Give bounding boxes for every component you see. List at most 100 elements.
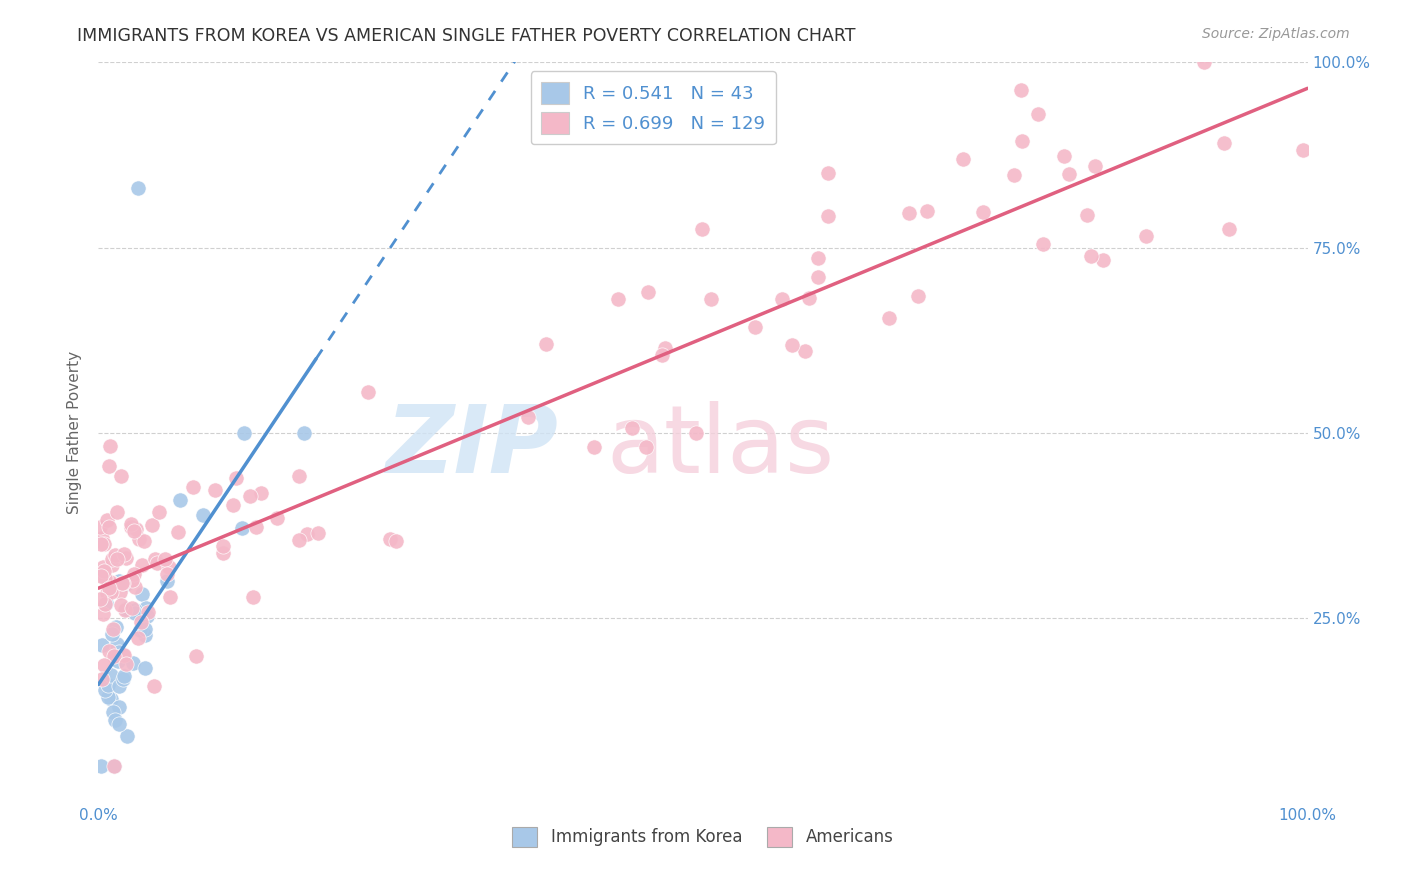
- Point: [952, 152, 974, 166]
- Point: [97, 459, 120, 474]
- Point: [114, 551, 136, 566]
- Point: [90, 537, 112, 551]
- Point: [121, 574, 143, 588]
- Point: [111, 575, 134, 590]
- Point: [110, 598, 132, 612]
- Point: [91, 607, 114, 622]
- Point: [807, 270, 830, 285]
- Point: [583, 440, 606, 454]
- Point: [191, 508, 214, 523]
- Point: [134, 623, 156, 637]
- Point: [295, 527, 318, 541]
- Point: [184, 648, 207, 663]
- Point: [112, 547, 135, 561]
- Point: [124, 580, 146, 594]
- Point: [91, 673, 114, 687]
- Point: [105, 620, 128, 634]
- Point: [121, 516, 143, 531]
- Point: [307, 526, 329, 541]
- Point: [606, 292, 628, 306]
- Point: [105, 637, 128, 651]
- Point: [114, 603, 136, 617]
- Point: [250, 486, 273, 500]
- Point: [685, 425, 707, 440]
- Point: [156, 567, 179, 582]
- Point: [690, 222, 713, 236]
- Point: [142, 679, 165, 693]
- Point: [1218, 221, 1240, 235]
- Point: [111, 647, 134, 661]
- Point: [380, 532, 402, 546]
- Point: [972, 205, 994, 219]
- Point: [90, 638, 112, 652]
- Point: [1026, 106, 1049, 120]
- Text: Source: ZipAtlas.com: Source: ZipAtlas.com: [1202, 27, 1350, 41]
- Point: [797, 292, 820, 306]
- Point: [93, 537, 115, 551]
- Point: [104, 548, 127, 562]
- Point: [93, 560, 115, 574]
- Point: [232, 425, 254, 440]
- Point: [124, 606, 146, 620]
- Point: [100, 667, 122, 681]
- Point: [915, 204, 938, 219]
- Point: [104, 714, 127, 728]
- Point: [651, 347, 673, 361]
- Point: [117, 729, 139, 743]
- Point: [782, 338, 804, 352]
- Point: [166, 524, 188, 539]
- Point: [211, 539, 233, 553]
- Point: [636, 440, 658, 454]
- Point: [121, 656, 143, 670]
- Point: [101, 627, 124, 641]
- Point: [125, 522, 148, 536]
- Point: [121, 601, 143, 615]
- Point: [90, 531, 112, 545]
- Point: [1135, 228, 1157, 243]
- Point: [148, 505, 170, 519]
- Point: [112, 648, 135, 662]
- Point: [1080, 249, 1102, 263]
- Point: [108, 574, 131, 589]
- Point: [107, 654, 129, 668]
- Point: [94, 597, 117, 611]
- Point: [517, 410, 540, 425]
- Point: [744, 320, 766, 334]
- Point: [101, 622, 124, 636]
- Point: [907, 289, 929, 303]
- Point: [108, 679, 131, 693]
- Point: [1002, 168, 1025, 182]
- Point: [97, 644, 120, 658]
- Point: [94, 596, 117, 610]
- Point: [97, 678, 120, 692]
- Point: [620, 421, 643, 435]
- Point: [89, 592, 111, 607]
- Point: [111, 576, 134, 591]
- Point: [156, 574, 179, 588]
- Point: [100, 552, 122, 566]
- Point: [134, 661, 156, 675]
- Point: [93, 564, 115, 578]
- Point: [879, 310, 901, 325]
- Point: [105, 551, 128, 566]
- Point: [131, 558, 153, 573]
- Point: [124, 524, 146, 539]
- Point: [90, 568, 112, 582]
- Point: [98, 439, 121, 453]
- Legend: Immigrants from Korea, Americans: Immigrants from Korea, Americans: [506, 820, 900, 854]
- Point: [287, 469, 309, 483]
- Point: [129, 623, 152, 637]
- Point: [115, 577, 138, 591]
- Text: atlas: atlas: [606, 401, 835, 493]
- Point: [111, 648, 134, 662]
- Point: [1213, 136, 1236, 150]
- Point: [134, 628, 156, 642]
- Point: [112, 669, 135, 683]
- Point: [108, 699, 131, 714]
- Point: [1053, 149, 1076, 163]
- Point: [100, 691, 122, 706]
- Point: [1032, 236, 1054, 251]
- Point: [128, 532, 150, 546]
- Point: [141, 518, 163, 533]
- Point: [242, 591, 264, 605]
